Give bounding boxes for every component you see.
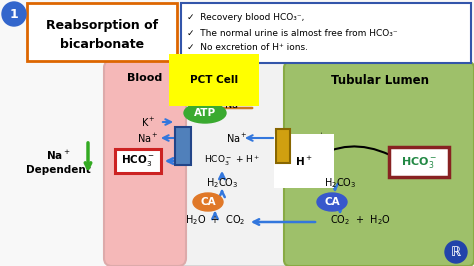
FancyBboxPatch shape <box>389 147 449 177</box>
Text: H$_2$CO$_3$: H$_2$CO$_3$ <box>206 176 238 190</box>
Text: Na$^+$: Na$^+$ <box>224 97 246 111</box>
Ellipse shape <box>317 193 347 211</box>
Text: ✓  The normal urine is almost free from HCO₃⁻: ✓ The normal urine is almost free from H… <box>187 28 398 38</box>
Text: Reabsorption of: Reabsorption of <box>46 19 158 31</box>
Text: CA: CA <box>200 197 216 207</box>
Text: Dependent: Dependent <box>26 165 91 175</box>
Text: 1: 1 <box>9 7 18 20</box>
Text: HCO$_3^-$ + H$^+$: HCO$_3^-$ + H$^+$ <box>204 154 260 168</box>
FancyBboxPatch shape <box>27 3 177 61</box>
FancyBboxPatch shape <box>284 62 474 266</box>
Text: Blood: Blood <box>128 73 163 83</box>
Text: ATP: ATP <box>194 108 216 118</box>
FancyBboxPatch shape <box>181 3 471 63</box>
Text: HCO$_3^-$: HCO$_3^-$ <box>401 155 437 169</box>
Circle shape <box>2 2 26 26</box>
FancyBboxPatch shape <box>115 149 161 173</box>
Text: HCO$_3^-$: HCO$_3^-$ <box>121 153 155 168</box>
Text: bicarbonate: bicarbonate <box>60 39 144 52</box>
Text: Na$^+$: Na$^+$ <box>226 131 248 144</box>
FancyBboxPatch shape <box>276 129 290 163</box>
Text: ℝ: ℝ <box>451 246 461 259</box>
Text: CA: CA <box>324 197 340 207</box>
Text: H$_2$O  +  CO$_2$: H$_2$O + CO$_2$ <box>185 213 245 227</box>
Ellipse shape <box>184 103 226 123</box>
Text: Na$^+$: Na$^+$ <box>137 131 159 144</box>
Text: CO$_2$  +  H$_2$O: CO$_2$ + H$_2$O <box>329 213 391 227</box>
FancyBboxPatch shape <box>104 60 186 266</box>
Text: K$^+$: K$^+$ <box>141 115 155 128</box>
Ellipse shape <box>193 193 223 211</box>
Text: ✓  Recovery blood HCO₃⁻,: ✓ Recovery blood HCO₃⁻, <box>187 14 304 23</box>
FancyBboxPatch shape <box>175 127 191 165</box>
Text: H$_2$CO$_3$: H$_2$CO$_3$ <box>324 176 356 190</box>
Circle shape <box>445 241 467 263</box>
Text: Na$^+$: Na$^+$ <box>304 131 326 144</box>
Text: PCT Cell: PCT Cell <box>190 75 238 85</box>
Text: H$^+$: H$^+$ <box>295 155 313 168</box>
Text: Na$^+$: Na$^+$ <box>46 148 70 161</box>
FancyBboxPatch shape <box>164 62 298 266</box>
Text: ✓  No excretion of H⁺ ions.: ✓ No excretion of H⁺ ions. <box>187 44 308 52</box>
Text: Tubular Lumen: Tubular Lumen <box>331 73 429 86</box>
